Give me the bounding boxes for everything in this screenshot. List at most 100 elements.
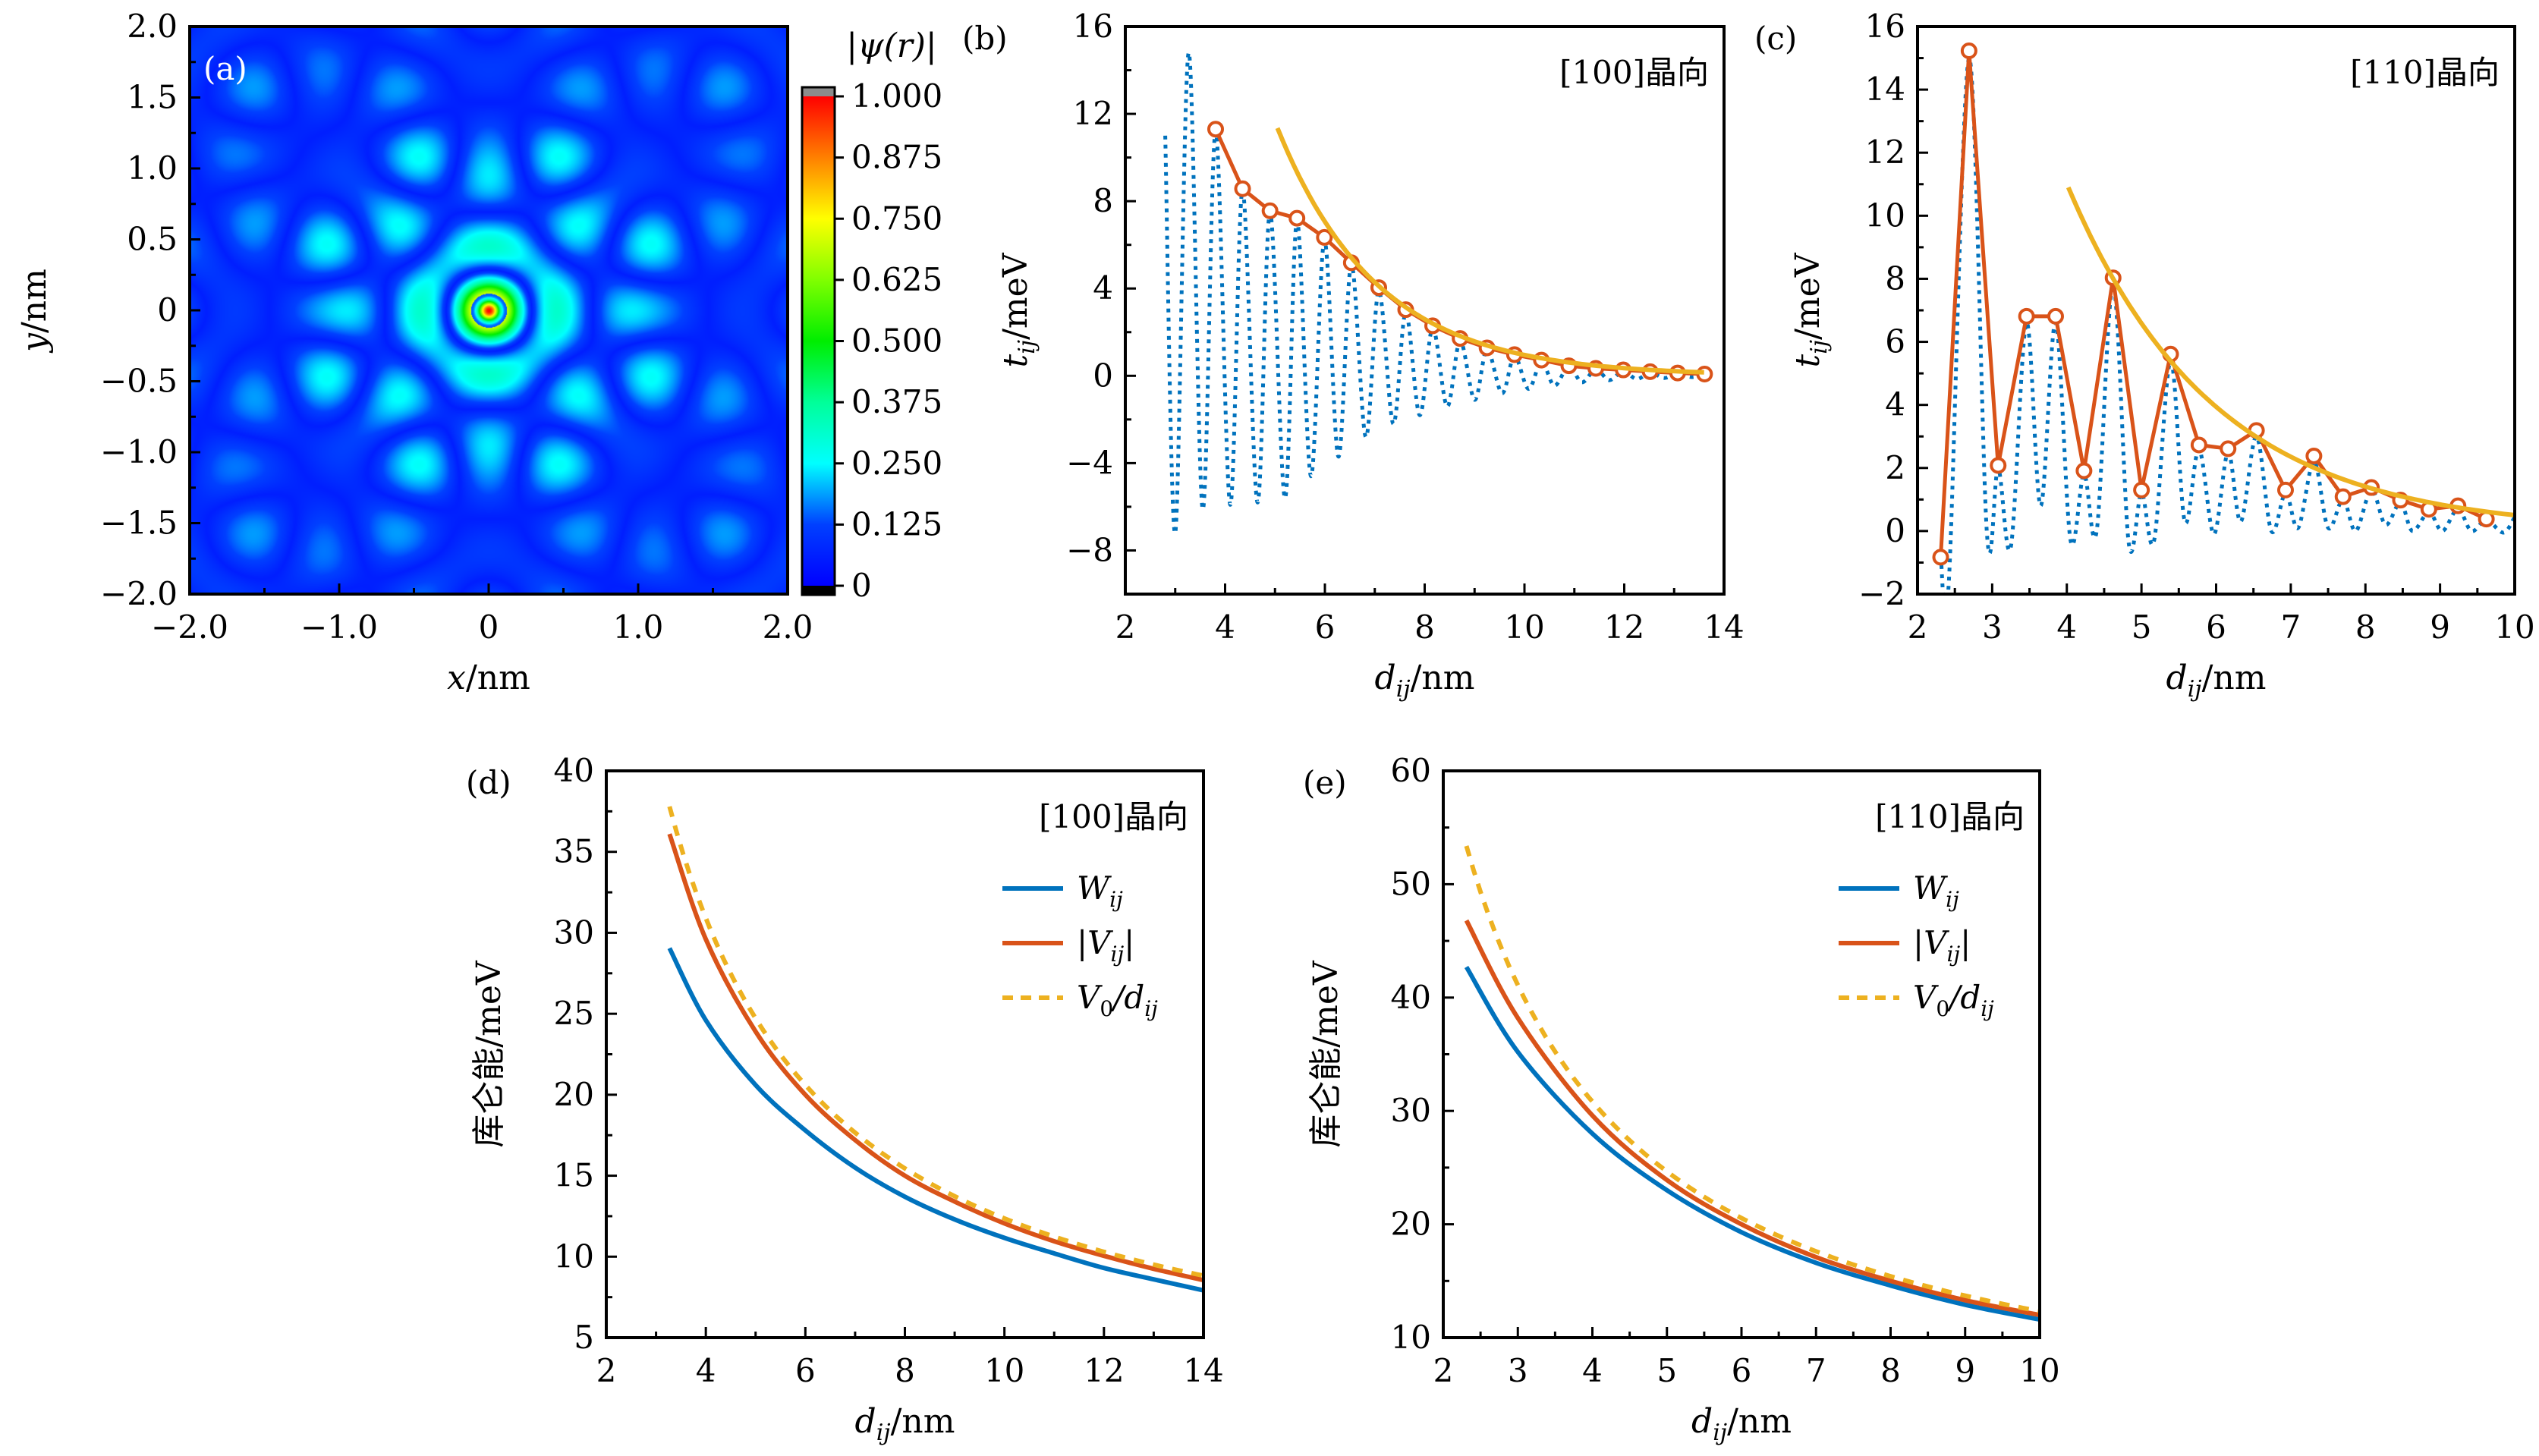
x-tick-label: 2 bbox=[1115, 609, 1136, 646]
x-tick-label: 2 bbox=[1908, 609, 1928, 646]
x-tick-label: 12 bbox=[1604, 609, 1644, 646]
data-point bbox=[2133, 481, 2150, 498]
x-tick-label: 5 bbox=[2132, 609, 2152, 646]
axis-subscript: ij bbox=[2188, 676, 2202, 703]
y-tick-label: 2 bbox=[1885, 449, 1905, 486]
y-tick-label: 12 bbox=[1865, 134, 1905, 171]
y-tick-label: 0.5 bbox=[127, 221, 178, 258]
y-tick-label: −1.5 bbox=[100, 505, 178, 542]
y-tick-label: 4 bbox=[1093, 269, 1113, 307]
y-tick-label: 12 bbox=[1073, 95, 1113, 132]
colorbar-tick-label: 0.500 bbox=[851, 322, 942, 360]
legend-main: V bbox=[1913, 979, 1939, 1016]
legend-label: |Vij| bbox=[1913, 924, 1971, 967]
axis-subscript: ij bbox=[1806, 340, 1833, 354]
y-tick-label: 16 bbox=[1073, 8, 1113, 45]
y-tick-label: 30 bbox=[554, 914, 594, 951]
colorbar-over bbox=[802, 87, 835, 96]
series-site-line bbox=[1939, 50, 2487, 558]
x-tick-label: 6 bbox=[1732, 1352, 1752, 1389]
y-tick-label: 15 bbox=[554, 1157, 594, 1194]
panel-d: 2 4 6 8 10 12 14403530252015105dij/nm[100]晶向库仑… bbox=[466, 752, 1224, 1446]
y-tick-label: −1.0 bbox=[100, 433, 178, 470]
x-tick-label: 12 bbox=[1084, 1352, 1124, 1389]
series-dotted-line bbox=[1939, 56, 2515, 594]
panel-label: (a) bbox=[203, 50, 247, 87]
series-dashed-line bbox=[1464, 845, 2040, 1314]
y-tick-label: 10 bbox=[1865, 197, 1905, 234]
panel-b: 2 4 6 8 10 12 141612840−4−8dij/nm[100]晶向tij/me… bbox=[962, 8, 1745, 703]
data-point bbox=[2305, 447, 2323, 464]
data-point bbox=[1990, 457, 2007, 474]
x-tick-label: 10 bbox=[984, 1352, 1024, 1389]
x-tick-label: 10 bbox=[1504, 609, 1544, 646]
y-tick-label: 8 bbox=[1093, 182, 1113, 219]
x-tick-label: 2.0 bbox=[763, 609, 813, 646]
axis-var: t bbox=[996, 354, 1035, 367]
colorbar-under bbox=[802, 586, 835, 595]
panel-c: 2 3 4 5 6 7 8 9 101614121086420−2dij/nm[110]晶向ti… bbox=[1754, 8, 2535, 703]
y-axis-title: tij/meV bbox=[1789, 252, 1833, 367]
y-tick-label: 40 bbox=[554, 752, 594, 789]
y-tick-label: 6 bbox=[1885, 323, 1905, 360]
plot-frame bbox=[188, 25, 789, 596]
axis-var: t bbox=[1789, 354, 1827, 367]
axis-subscript: ij bbox=[1014, 340, 1040, 354]
legend-sub: ij bbox=[1109, 887, 1123, 912]
y-tick-label: 4 bbox=[1885, 386, 1905, 423]
y-tick-label: 25 bbox=[554, 995, 594, 1032]
plot-frame bbox=[605, 769, 1205, 1339]
axis-var: d bbox=[1691, 1402, 1713, 1441]
legend-sub: 0 bbox=[1100, 996, 1113, 1021]
heatmap-canvas bbox=[190, 27, 788, 594]
x-tick-label: −1.0 bbox=[300, 609, 378, 646]
series-line bbox=[667, 833, 1204, 1283]
y-tick-label: −4 bbox=[1066, 444, 1113, 481]
y-tick-label: 14 bbox=[1865, 71, 1905, 108]
legend-sub: ij bbox=[1110, 942, 1124, 967]
legend-sub: ij bbox=[1144, 996, 1158, 1021]
axis-unit: /nm bbox=[466, 659, 530, 697]
axis-var: d bbox=[855, 1402, 876, 1441]
data-point bbox=[2075, 462, 2093, 480]
series-fit-line bbox=[2065, 186, 2515, 517]
y-tick-label: 20 bbox=[554, 1076, 594, 1113]
axis-subscript: ij bbox=[1713, 1420, 1727, 1446]
x-tick-label: 4 bbox=[2056, 609, 2077, 646]
y-tick-label: 2.0 bbox=[127, 8, 178, 45]
colorbar-tick-label: 0 bbox=[851, 567, 872, 604]
legend: Wij|Vij|V0/dij bbox=[1839, 870, 1994, 1021]
legend: Wij|Vij|V0/dij bbox=[1002, 870, 1158, 1021]
series-line bbox=[1464, 965, 2040, 1322]
x-tick-label: 6 bbox=[795, 1352, 816, 1389]
colorbar-tick-label: 0.375 bbox=[851, 383, 942, 420]
axis-var: y bbox=[15, 332, 54, 354]
colorbar-tick-label: 0.750 bbox=[851, 200, 942, 237]
y-tick-label: −2 bbox=[1858, 575, 1905, 612]
data-point bbox=[1316, 228, 1333, 246]
x-tick-label: 14 bbox=[1704, 609, 1744, 646]
x-tick-label: 7 bbox=[1806, 1352, 1826, 1389]
orientation-annotation: [110]晶向 bbox=[2350, 54, 2500, 91]
panel-label: (b) bbox=[962, 20, 1008, 57]
y-tick-label: 20 bbox=[1391, 1206, 1431, 1243]
axis-unit: /nm bbox=[1727, 1402, 1792, 1441]
legend-sub: ij bbox=[1946, 887, 1959, 912]
panel-label: (d) bbox=[466, 764, 511, 801]
colorbar-tick-label: 0.125 bbox=[851, 505, 942, 542]
x-tick-label: 9 bbox=[1955, 1352, 1975, 1389]
axis-var: d bbox=[2166, 659, 2188, 697]
y-tick-label: 16 bbox=[1865, 8, 1905, 45]
axis-var: d bbox=[1375, 659, 1396, 697]
x-tick-label: 8 bbox=[2355, 609, 2376, 646]
y-tick-label: 0 bbox=[157, 291, 178, 329]
y-tick-label: 5 bbox=[574, 1319, 594, 1356]
legend-label: Wij bbox=[1077, 870, 1123, 912]
x-tick-label: 6 bbox=[1315, 609, 1336, 646]
data-point bbox=[1960, 42, 1977, 59]
x-tick-label: 7 bbox=[2281, 609, 2301, 646]
data-point bbox=[2276, 481, 2294, 498]
y-tick-label: 0 bbox=[1885, 512, 1905, 549]
x-tick-label: 14 bbox=[1183, 1352, 1223, 1389]
orientation-annotation: [100]晶向 bbox=[1039, 798, 1188, 835]
